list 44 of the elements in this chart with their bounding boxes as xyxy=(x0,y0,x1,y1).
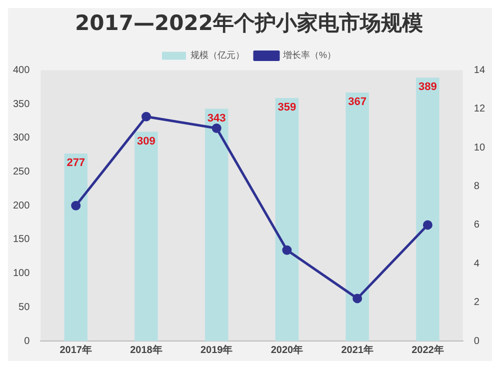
y2-tick-label: 10 xyxy=(474,142,486,154)
y-tick-label: 400 xyxy=(12,64,30,76)
y-tick-label: 250 xyxy=(12,166,30,178)
data-label: 359 xyxy=(278,101,296,114)
bar xyxy=(416,78,440,341)
y-tick-label: 150 xyxy=(12,234,30,246)
x-tick-label: 2017年 xyxy=(60,344,92,356)
data-label: 389 xyxy=(418,81,437,94)
point xyxy=(141,112,151,122)
y-tick-label: 350 xyxy=(12,98,30,110)
y2-tick-label: 0 xyxy=(474,336,480,347)
x-tick-label: 2018年 xyxy=(130,344,162,356)
point xyxy=(212,123,222,133)
bar xyxy=(134,132,158,341)
legend-label: 增长率（%） xyxy=(282,50,336,60)
x-tick-label: 2019年 xyxy=(200,344,233,356)
data-label: 343 xyxy=(207,112,226,124)
point xyxy=(71,200,81,210)
data-label: 367 xyxy=(348,96,367,108)
x-tick-label: 2022年 xyxy=(412,344,444,356)
point xyxy=(282,245,292,255)
y2-tick-label: 14 xyxy=(474,64,486,76)
y2-tick-label: 4 xyxy=(474,258,480,270)
y-tick-label: 200 xyxy=(12,200,30,212)
y-tick-label: 100 xyxy=(12,268,30,280)
legend-label: 规模（亿元） xyxy=(190,50,244,60)
bar xyxy=(346,92,369,341)
y2-tick-label: 6 xyxy=(474,220,480,231)
x-tick-label: 2020年 xyxy=(270,344,304,356)
y2-tick-label: 8 xyxy=(474,181,480,192)
bar xyxy=(64,153,88,341)
y-tick-label: 50 xyxy=(18,302,30,313)
y-tick-label: 300 xyxy=(12,132,30,144)
bar xyxy=(275,98,299,341)
point xyxy=(422,220,432,230)
data-label: 277 xyxy=(66,157,86,169)
bar xyxy=(204,108,228,341)
y2-tick-label: 12 xyxy=(474,104,486,115)
data-label: 309 xyxy=(137,135,156,148)
y-tick-label: 0 xyxy=(24,336,30,347)
chart-title: 2017—2022年个护小家电市场规模 xyxy=(75,11,423,36)
y2-tick-label: 2 xyxy=(474,297,480,308)
point xyxy=(352,294,362,304)
x-tick-label: 2021年 xyxy=(341,344,374,356)
